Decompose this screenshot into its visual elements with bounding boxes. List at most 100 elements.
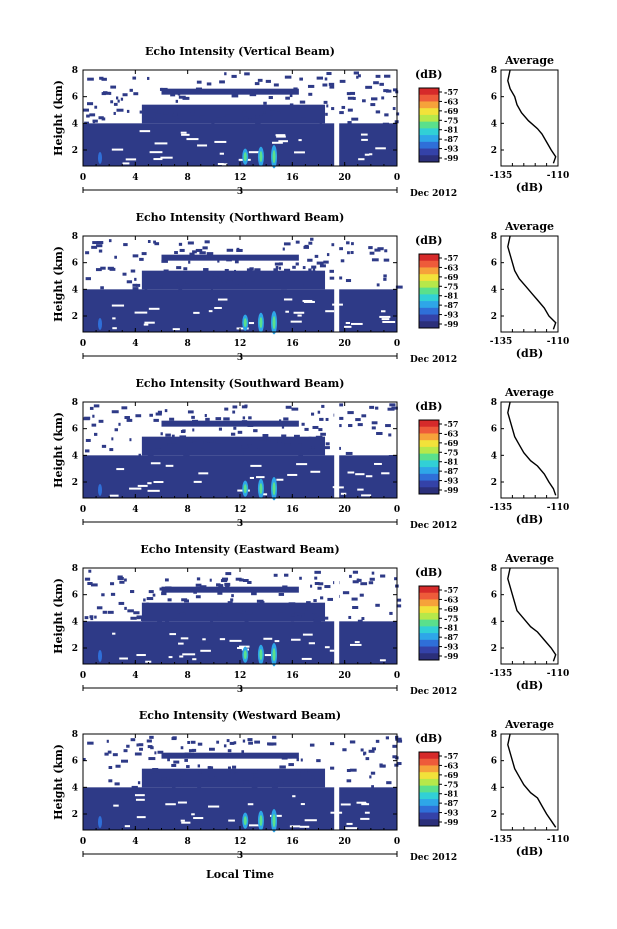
echo-gap: [304, 819, 317, 822]
echo-gap: [355, 473, 365, 476]
echo-cell: [338, 247, 344, 251]
echo-cell: [388, 433, 392, 437]
echo-cell: [285, 96, 290, 100]
echo-cell: [149, 735, 154, 739]
colorbar-tick-label: -81: [444, 291, 458, 301]
echo-cell: [197, 785, 202, 789]
echo-cell: [209, 578, 212, 582]
echo-cell: [371, 97, 378, 101]
echo-cell: [216, 583, 221, 587]
echo-cell: [349, 91, 356, 95]
echo-cell: [152, 109, 158, 113]
echo-cell: [146, 437, 150, 441]
echo-gap: [324, 646, 330, 649]
echo-gap: [182, 653, 196, 656]
echo-cell: [371, 571, 375, 575]
avg-x-tick-label: -135: [490, 171, 513, 181]
echo-cell: [361, 617, 365, 621]
echo-cell: [314, 576, 318, 580]
echo-cell: [160, 87, 168, 91]
echo-gap: [112, 317, 116, 320]
y-tick-label: 8: [72, 398, 78, 408]
echo-cell: [187, 448, 193, 452]
echo-cell: [114, 255, 117, 259]
colorbar-swatch: [419, 148, 439, 156]
echo-cell: [375, 739, 380, 743]
echo-gap: [356, 801, 367, 804]
echo-gap: [186, 138, 199, 141]
colorbar-swatch: [419, 114, 439, 123]
echo-cell: [235, 609, 243, 613]
echo-cell: [217, 259, 220, 263]
echo-cell: [324, 77, 328, 81]
echo-cell: [194, 108, 200, 112]
echo-cell: [308, 436, 312, 440]
avg-x-label: (dB): [516, 845, 543, 858]
echo-cell: [178, 242, 183, 246]
echo-cell: [221, 577, 229, 581]
echo-cell: [204, 240, 210, 244]
colorbar-swatch: [419, 101, 439, 109]
echo-cell: [303, 603, 310, 607]
echo-cell: [174, 251, 178, 255]
echo-cell: [152, 768, 159, 772]
echo-gap: [296, 463, 308, 466]
echo-cell: [94, 615, 97, 619]
y-axis-label: Height (km): [52, 412, 65, 488]
echo-cell: [187, 410, 194, 414]
colorbar-swatch: [419, 128, 439, 136]
echo-cell: [190, 438, 197, 442]
echo-cell: [134, 752, 142, 756]
echo-cell: [204, 441, 210, 445]
echo-gap: [289, 825, 301, 828]
echo-cell: [239, 578, 244, 582]
echo-cell: [283, 417, 289, 421]
echo-cell: [149, 413, 153, 417]
colorbar-swatch: [419, 446, 439, 455]
day-label: 3: [237, 187, 243, 197]
echo-cell: [180, 746, 184, 750]
echo-gap: [360, 133, 368, 136]
colorbar-swatch: [419, 141, 439, 150]
echo-cell: [356, 578, 362, 582]
colorbar-frame: [418, 87, 440, 163]
echo-gap: [200, 649, 211, 652]
echo-cell: [184, 599, 189, 603]
echo-cell: [139, 257, 144, 261]
strong-echo-core: [243, 152, 247, 162]
strong-echo-core: [259, 649, 263, 661]
y-tick-label: 8: [72, 730, 78, 740]
echo-cell: [176, 782, 181, 786]
echo-cell: [179, 612, 186, 616]
echo-layer-upper: [161, 88, 299, 95]
echo-cell: [278, 782, 284, 786]
echo-cell: [230, 598, 234, 602]
echo-cell: [389, 403, 396, 407]
y-tick-label: 4: [72, 783, 78, 793]
echo-cell: [279, 419, 282, 423]
avg-profile-line: [507, 733, 557, 828]
strong-echo: [98, 152, 103, 164]
x-tick-label: 8: [185, 505, 191, 515]
echo-cell: [160, 285, 163, 289]
echo-cell: [195, 583, 202, 587]
echo-gap: [291, 638, 301, 641]
echo-cell: [126, 744, 130, 748]
echo-gap: [160, 156, 173, 159]
colorbar-tick-label: -63: [444, 262, 459, 272]
avg-y-tick-label: 2: [491, 312, 497, 322]
echo-cell: [201, 441, 204, 445]
echo-cell: [241, 420, 248, 424]
echo-cell: [316, 759, 321, 763]
echo-gap: [136, 816, 146, 819]
colorbar-tick-label: -81: [444, 457, 458, 467]
echo-cell: [325, 112, 328, 116]
echo-cell: [316, 118, 319, 122]
echo-cell: [117, 576, 124, 580]
echo-cell: [318, 428, 323, 432]
echo-cell: [147, 239, 151, 243]
echo-cell: [352, 580, 359, 584]
echo-cell: [91, 423, 97, 427]
echo-gap: [134, 794, 145, 797]
colorbar-tick-label: -93: [444, 476, 459, 486]
